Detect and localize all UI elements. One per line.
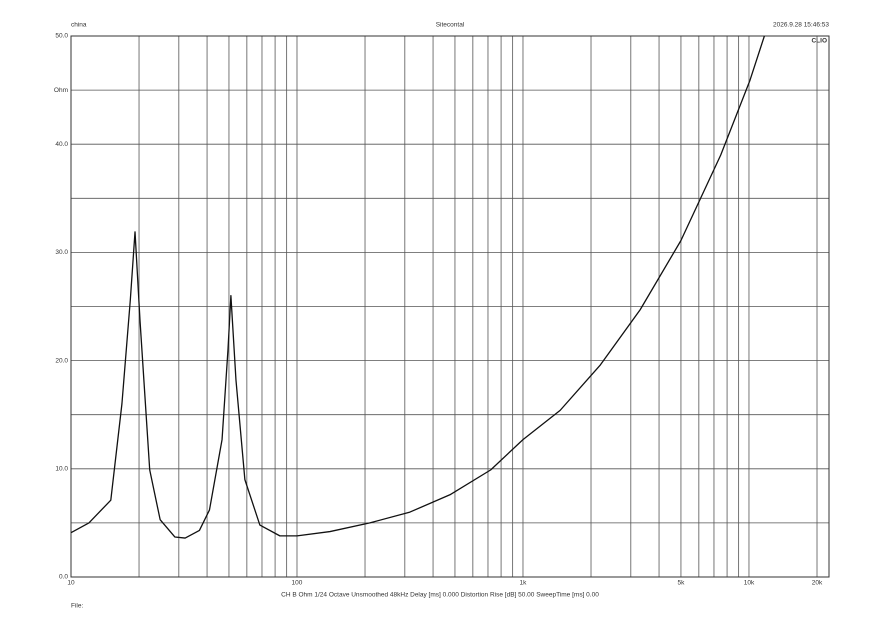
- file-label: File:: [71, 603, 83, 610]
- x-tick-label: 10: [67, 580, 75, 587]
- y-tick-label: 30.0: [55, 249, 68, 256]
- y-tick-label: Ohm: [54, 87, 68, 94]
- y-tick-label: 20.0: [55, 357, 68, 364]
- impedance-curve: [70, 35, 765, 539]
- y-tick-label: 40.0: [55, 141, 68, 148]
- x-tick-label: 5k: [678, 580, 686, 587]
- y-tick-label: 10.0: [55, 466, 68, 473]
- x-tick-label: 10k: [744, 580, 755, 587]
- chart-title: Sitecontal: [436, 22, 465, 29]
- plot-frame: [70, 35, 830, 578]
- x-tick-label: 1k: [520, 580, 528, 587]
- y-tick-label: 50.0: [55, 33, 68, 40]
- x-tick-label: 100: [292, 580, 303, 587]
- brand: CLIO: [811, 38, 827, 45]
- x-tick-label: 20k: [812, 580, 823, 587]
- header-left: china: [71, 22, 87, 29]
- footer: CH B Ohm 1/24 Octave Unsmoothed 48kHz De…: [281, 592, 599, 599]
- header-right: 2026.9.28 15:46:53: [773, 22, 829, 29]
- y-tick-label: 0.0: [59, 574, 68, 581]
